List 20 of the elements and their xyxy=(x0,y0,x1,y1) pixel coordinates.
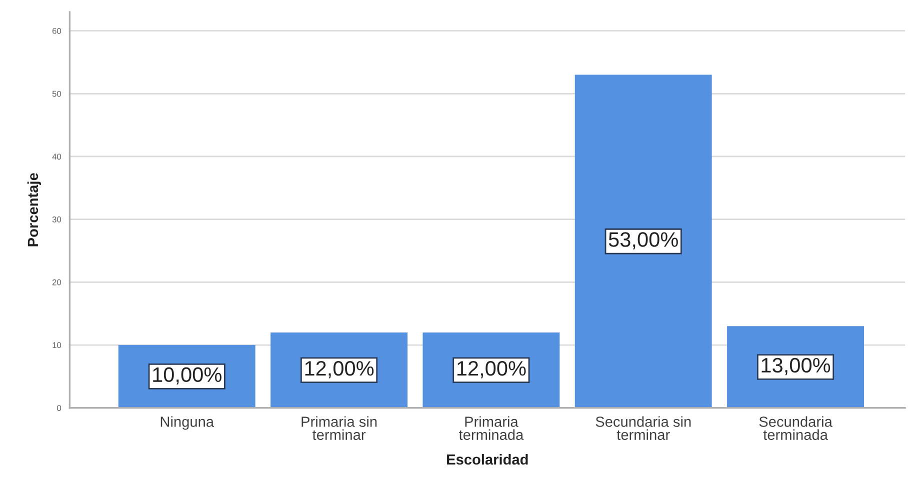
x-axis-title: Escolaridad xyxy=(447,454,528,465)
data-label: 53,00% xyxy=(608,232,678,250)
x-tick-label: Primaria sin terminar xyxy=(302,416,377,440)
data-label: 12,00% xyxy=(305,360,374,378)
y-tick-label: 0 xyxy=(57,405,62,411)
y-axis-title: Porcentaje xyxy=(27,173,41,246)
data-label: 12,00% xyxy=(457,360,526,378)
y-tick-label: 30 xyxy=(52,216,62,222)
x-tick-label: Primaria terminada xyxy=(458,416,524,440)
y-tick-label: 20 xyxy=(52,279,62,286)
y-tick-label: 60 xyxy=(52,28,62,34)
y-tick-label: 50 xyxy=(52,90,62,97)
y-tick-label: 40 xyxy=(52,154,62,160)
x-tick-label: Secundaria sin terminar xyxy=(596,416,691,440)
x-tick-label: Secundaria terminada xyxy=(759,416,832,440)
bar xyxy=(574,74,712,408)
data-label: 13,00% xyxy=(762,358,830,376)
x-tick-label: Ninguna xyxy=(160,416,214,430)
y-tick-label: 10 xyxy=(52,342,62,348)
data-label: 10,00% xyxy=(153,367,222,384)
